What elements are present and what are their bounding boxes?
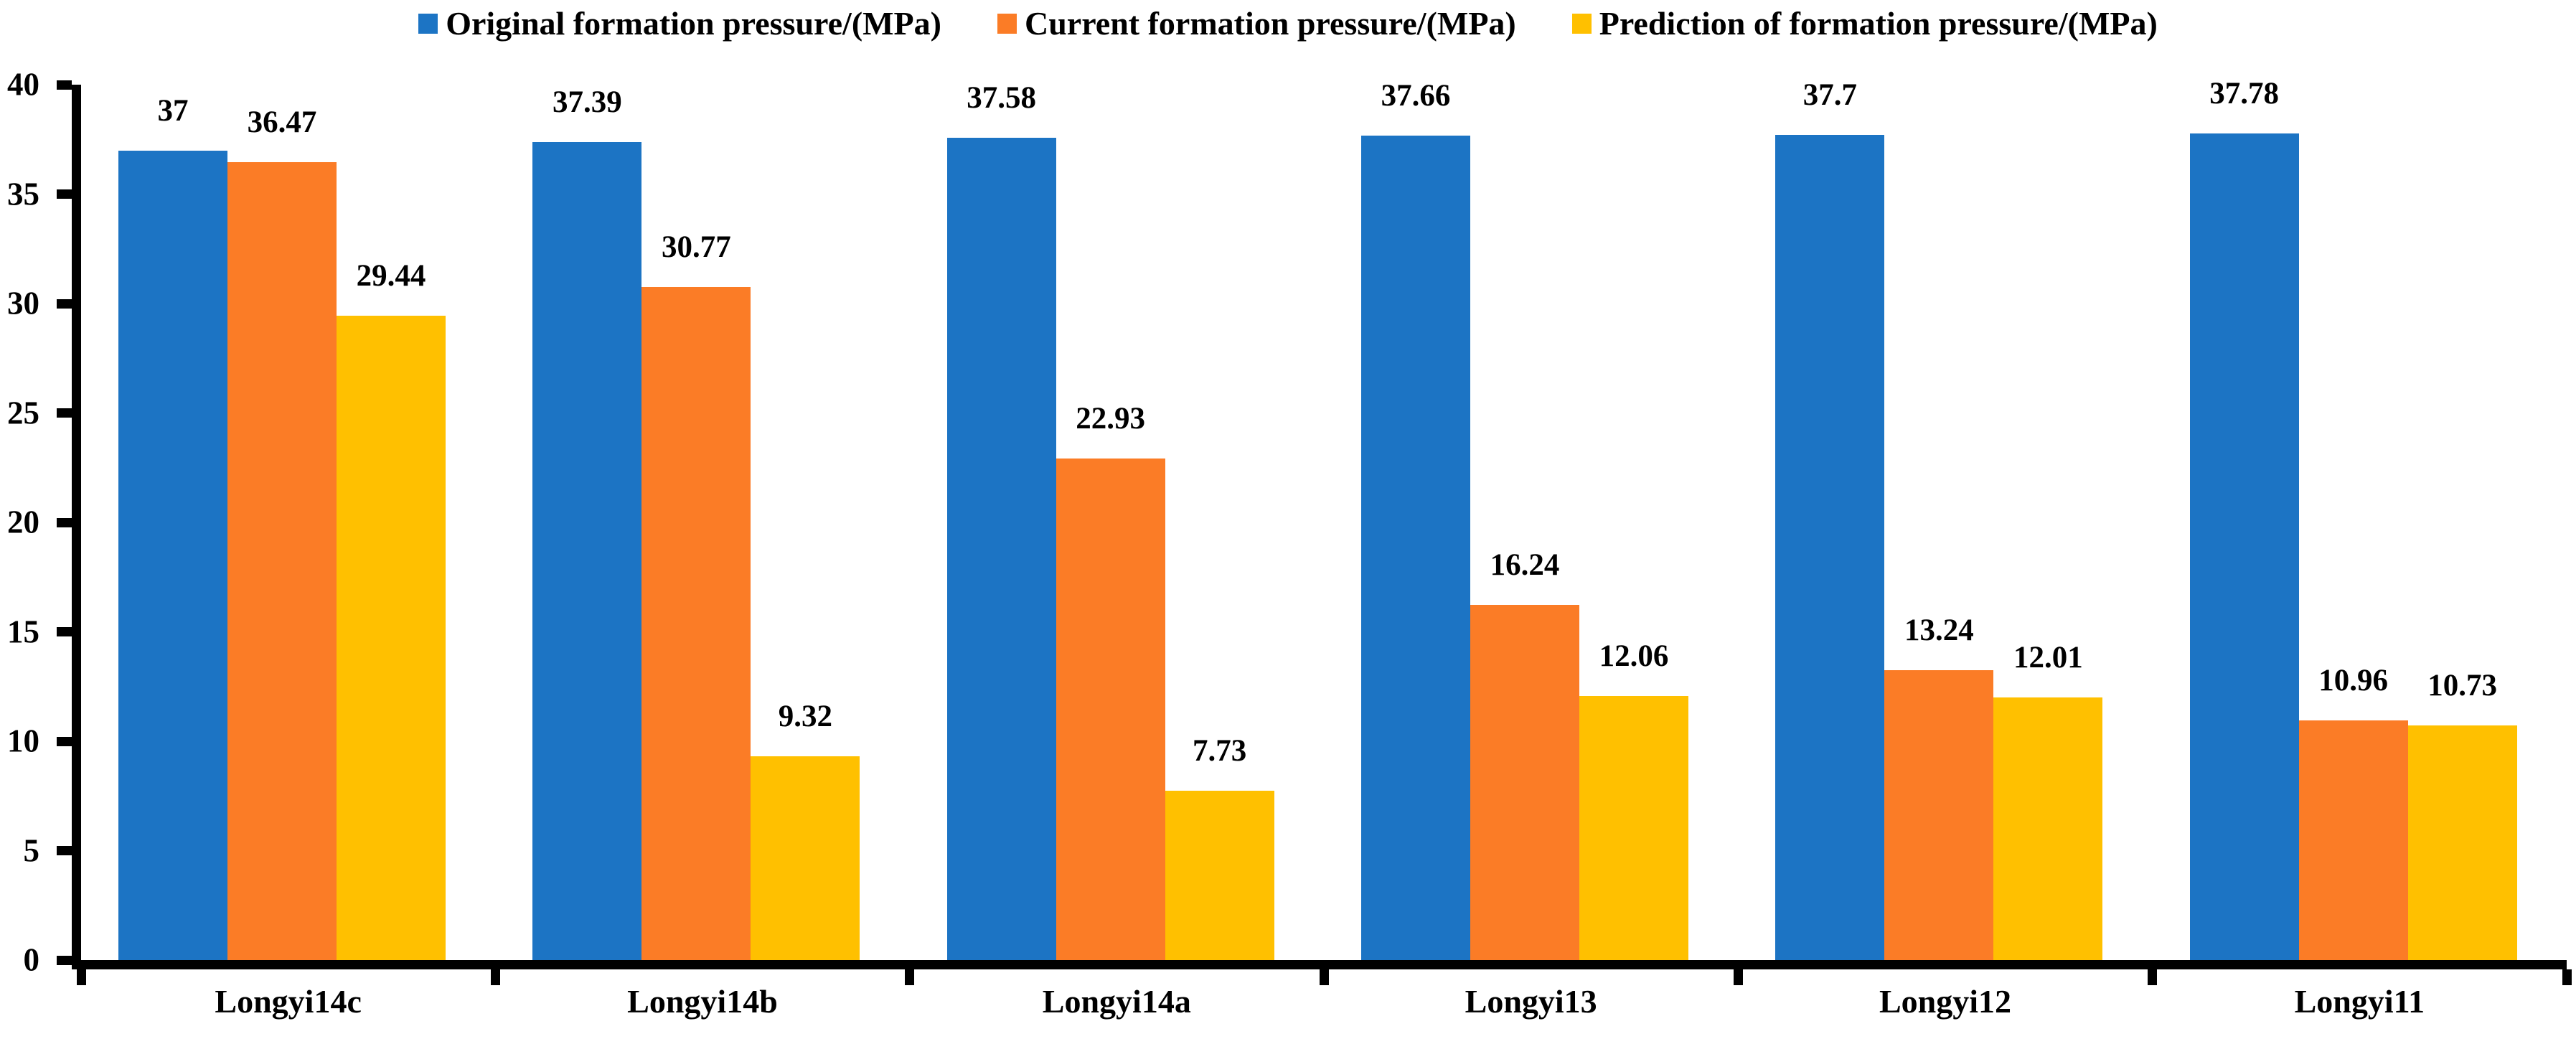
bar-series3-cat6: [2407, 725, 2517, 960]
bar-series2-cat2: [641, 286, 751, 960]
x-axis-tick: [76, 969, 86, 985]
bar-value-label: 37.58: [967, 80, 1037, 115]
category-label: Longyi14c: [215, 983, 362, 1020]
bar-series1-cat3: [946, 137, 1056, 960]
bar-value-label: 12.06: [1599, 639, 1669, 674]
bar-value-label: 13.24: [1904, 613, 1974, 648]
bar-series3-cat3: [1165, 791, 1274, 960]
legend-label: Current formation pressure/(MPa): [1024, 5, 1516, 42]
x-axis-tick: [2148, 969, 2158, 985]
y-axis-tick: [57, 846, 72, 855]
legend-label: Original formation pressure/(MPa): [446, 5, 941, 42]
y-axis-tick-label: 20: [7, 504, 39, 540]
chart-legend: Original formation pressure/(MPa) Current…: [0, 5, 2576, 42]
bar-series3-cat5: [1993, 697, 2103, 960]
bar-series2-cat5: [1884, 670, 1994, 960]
bar-series1-cat2: [532, 141, 642, 960]
bar-series1-cat4: [1361, 136, 1470, 960]
bar-series1-cat1: [118, 150, 227, 960]
y-axis-tick: [57, 298, 72, 309]
bar-series2-cat6: [2298, 720, 2408, 960]
bar-value-label: 36.47: [247, 105, 317, 139]
legend-item: Original formation pressure/(MPa): [418, 5, 941, 42]
y-axis-tick: [57, 408, 72, 418]
category-label: Longyi12: [1879, 983, 2012, 1020]
bar-value-label: 22.93: [1076, 401, 1146, 436]
bar-value-label: 37.7: [1802, 78, 1857, 113]
x-axis-tick: [905, 969, 915, 985]
plot-area: 37 36.47 29.44 37.39 30.77 9.32 37.58 22.93 7.73…: [7, 68, 2572, 1020]
x-axis-tick: [2562, 969, 2572, 985]
bar-series1-cat5: [1775, 135, 1885, 960]
category-label: Longyi13: [1465, 983, 1597, 1020]
y-axis-tick-label: 15: [7, 613, 39, 649]
x-axis-tick: [1319, 969, 1329, 985]
bar-value-label: 7.73: [1193, 734, 1247, 768]
legend-swatch-icon: [418, 14, 438, 34]
legend-item: Prediction of formation pressure/(MPa): [1571, 5, 2158, 42]
legend-label: Prediction of formation pressure/(MPa): [1599, 5, 2158, 42]
y-axis-tick: [57, 627, 72, 636]
category-label: Longyi14b: [627, 983, 778, 1020]
bar-value-label: 10.96: [2318, 663, 2389, 697]
bars-layer: 37 36.47 29.44 37.39 30.77 9.32 37.58 22.93 7.73…: [81, 78, 2567, 960]
bar-value-label: 10.73: [2427, 668, 2498, 702]
bar-value-label: 37.78: [2209, 76, 2280, 111]
legend-swatch-icon: [1571, 14, 1592, 34]
category-label: Longyi11: [2294, 983, 2425, 1020]
y-axis-tick-label: 25: [7, 395, 39, 431]
bar-value-label: 37.66: [1381, 79, 1451, 113]
y-axis-tick-label: 30: [7, 285, 39, 321]
y-axis-tick: [57, 80, 72, 90]
bar-value-label: 29.44: [356, 259, 426, 293]
legend-swatch-icon: [997, 14, 1017, 34]
y-axis-tick: [57, 189, 72, 199]
bar-series3-cat1: [337, 316, 446, 960]
bar-value-label: 37: [157, 93, 189, 128]
y-axis-tick-label: 5: [23, 832, 40, 868]
bar-value-label: 16.24: [1490, 547, 1560, 582]
bar-series2-cat4: [1470, 604, 1579, 960]
y-axis-tick-label: 35: [7, 176, 39, 212]
y-axis-tick-label: 10: [7, 723, 39, 759]
y-axis-tick: [57, 736, 72, 746]
y-axis-tick: [57, 517, 72, 527]
bar-value-label: 9.32: [778, 699, 832, 733]
bar-value-label: 12.01: [2013, 640, 2083, 674]
x-axis-tick: [1733, 969, 1743, 985]
bar-series2-cat1: [227, 161, 337, 960]
bar-series1-cat6: [2189, 133, 2299, 960]
bar-series3-cat4: [1579, 696, 1688, 960]
category-label: Longyi14a: [1042, 983, 1191, 1020]
bar-series3-cat2: [751, 756, 860, 960]
bar-value-label: 30.77: [661, 230, 731, 264]
y-axis-tick: [57, 955, 72, 965]
legend-item: Current formation pressure/(MPa): [997, 5, 1516, 42]
x-axis-tick: [490, 969, 500, 985]
y-axis-tick-label: 0: [23, 941, 40, 978]
y-axis-tick-label: 40: [7, 66, 39, 103]
bar-value-label: 37.39: [552, 85, 622, 119]
bar-series2-cat3: [1056, 458, 1165, 960]
